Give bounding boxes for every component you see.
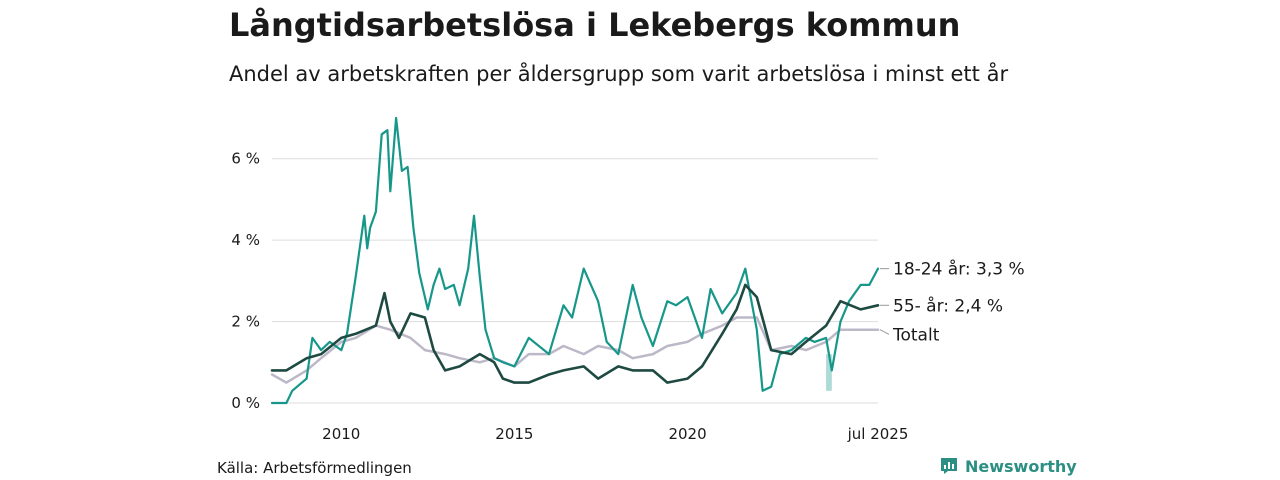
source-note: Källa: Arbetsförmedlingen bbox=[217, 459, 412, 477]
chart-subtitle: Andel av arbetskraften per åldersgrupp s… bbox=[229, 62, 1009, 86]
uncertainty-band bbox=[826, 354, 832, 391]
uncertainty-area bbox=[826, 354, 832, 391]
series-line-senior bbox=[270, 283, 880, 384]
x-tick-label: 2010 bbox=[322, 425, 360, 443]
x-tick-label: 2020 bbox=[668, 425, 706, 443]
end-label-total: Totalt bbox=[892, 325, 940, 345]
y-tick-label: 6 % bbox=[231, 150, 260, 168]
grid bbox=[272, 158, 878, 404]
label-connector bbox=[879, 329, 890, 335]
bar-chart-icon bbox=[941, 458, 957, 474]
end-label-senior: 55- år: 2,4 % bbox=[893, 295, 1003, 316]
series-end-labels: 18-24 år: 3,3 % 55- år: 2,4 % Totalt bbox=[879, 259, 1025, 345]
y-tick-label: 4 % bbox=[231, 231, 260, 249]
brand-name: Newsworthy bbox=[965, 456, 1077, 476]
brand-logo: Newsworthy bbox=[939, 456, 1077, 476]
series-line-youth bbox=[270, 116, 880, 405]
y-tick-label: 0 % bbox=[231, 394, 260, 412]
chart-title: Långtidsarbetslösa i Lekebergs kommun bbox=[229, 6, 961, 44]
end-label-youth: 18-24 år: 3,3 % bbox=[893, 259, 1025, 280]
y-tick-label: 2 % bbox=[231, 313, 260, 331]
y-axis: 0 % 2 % 4 % 6 % bbox=[231, 150, 260, 412]
x-axis: 2010 2015 2020 jul 2025 bbox=[322, 425, 908, 443]
series-line-total bbox=[270, 316, 880, 384]
series-lines bbox=[270, 116, 880, 405]
x-tick-label: jul 2025 bbox=[847, 425, 909, 443]
x-tick-label: 2015 bbox=[495, 425, 533, 443]
